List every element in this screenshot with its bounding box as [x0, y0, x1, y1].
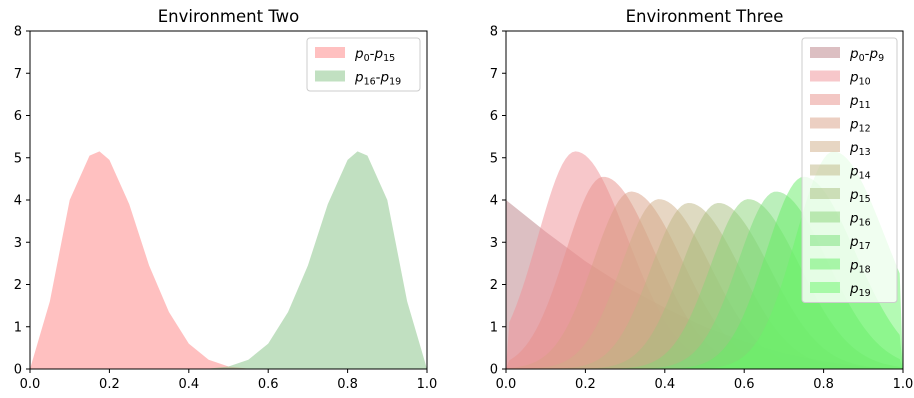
legend-label: p18: [849, 258, 871, 276]
legend-label: p0-p9: [849, 46, 884, 64]
legend-label: p17: [849, 234, 871, 252]
legend-swatch: [315, 47, 345, 58]
area-p16-p19: [30, 151, 427, 369]
area-p0-p15: [30, 151, 427, 369]
legend: p0-p9 p10 p11 p12 p13 p14 p15 p16 p17 p18 p19: [801, 37, 898, 303]
legend-label: p15: [849, 187, 871, 205]
chart-environment-three: Environment Three 0.0 0.2 0.4 0.6 0.8 1.0 0 1 2 3…: [490, 7, 914, 392]
x-tick-label: 0.2: [575, 377, 596, 392]
legend-label: p16-p19: [354, 70, 401, 88]
y-tick-label: 7: [490, 67, 498, 82]
legend-label: p14: [849, 164, 871, 182]
legend-swatch: [810, 188, 840, 199]
y-tick-label: 7: [14, 67, 22, 82]
legend-swatch: [810, 117, 840, 129]
x-tick-label: 0.2: [99, 377, 120, 392]
legend-swatch: [810, 164, 840, 176]
y-tick-label: 3: [490, 236, 498, 251]
x-tick-label: 1.0: [893, 377, 914, 392]
y-tick-label: 2: [490, 278, 498, 293]
x-tick-label: 0.6: [734, 377, 755, 392]
y-tick-label: 5: [14, 151, 22, 166]
legend-swatch: [810, 94, 840, 105]
area-p19: [506, 151, 903, 369]
legend-label: p12: [849, 117, 871, 135]
legend-label: p16: [849, 211, 871, 229]
x-tick-label: 0.4: [178, 377, 199, 392]
legend-swatch: [810, 141, 840, 152]
legend-swatch: [810, 235, 840, 246]
y-tick-label: 6: [14, 109, 22, 124]
chart-environment-two: Environment Two 0.0 0.2 0.4 0.6 0.8 1.0 0 1 2 3 4 5…: [14, 7, 438, 392]
x-tick-label: 0.0: [496, 377, 517, 392]
y-tick-label: 8: [14, 25, 22, 40]
x-tick-label: 0.6: [258, 377, 279, 392]
y-tick-label: 4: [490, 194, 498, 209]
y-tick-label: 4: [14, 194, 22, 209]
y-tick-label: 1: [490, 320, 498, 335]
legend-label: p19: [849, 281, 871, 299]
legend-label: p11: [849, 93, 871, 111]
plot-area: [30, 151, 427, 369]
y-tick-label: 5: [490, 151, 498, 166]
chart-title: Environment Three: [626, 7, 784, 26]
legend-swatch: [315, 70, 345, 82]
y-tick-label: 0: [14, 363, 22, 378]
y-tick-label: 6: [490, 109, 498, 124]
x-tick-label: 0.4: [654, 377, 675, 392]
legend-swatch: [810, 70, 840, 82]
y-tick-label: 8: [490, 25, 498, 40]
y-tick-label: 2: [14, 278, 22, 293]
y-tick-label: 0: [490, 363, 498, 378]
x-tick-label: 1.0: [417, 377, 438, 392]
legend-label: p13: [849, 140, 871, 158]
chart-title: Environment Two: [158, 7, 300, 26]
legend-swatch: [810, 258, 840, 270]
legend: p0-p15 p16-p19: [306, 37, 421, 92]
y-tick-label: 3: [14, 236, 22, 251]
legend-swatch: [810, 211, 840, 223]
y-tick-label: 1: [14, 320, 22, 335]
legend-label: p10: [849, 70, 871, 88]
legend-label: p0-p15: [354, 46, 395, 64]
x-tick-label: 0.8: [337, 377, 358, 392]
legend-swatch: [810, 282, 840, 293]
x-tick-label: 0.0: [20, 377, 41, 392]
x-tick-label: 0.8: [813, 377, 834, 392]
legend-swatch: [810, 47, 840, 58]
